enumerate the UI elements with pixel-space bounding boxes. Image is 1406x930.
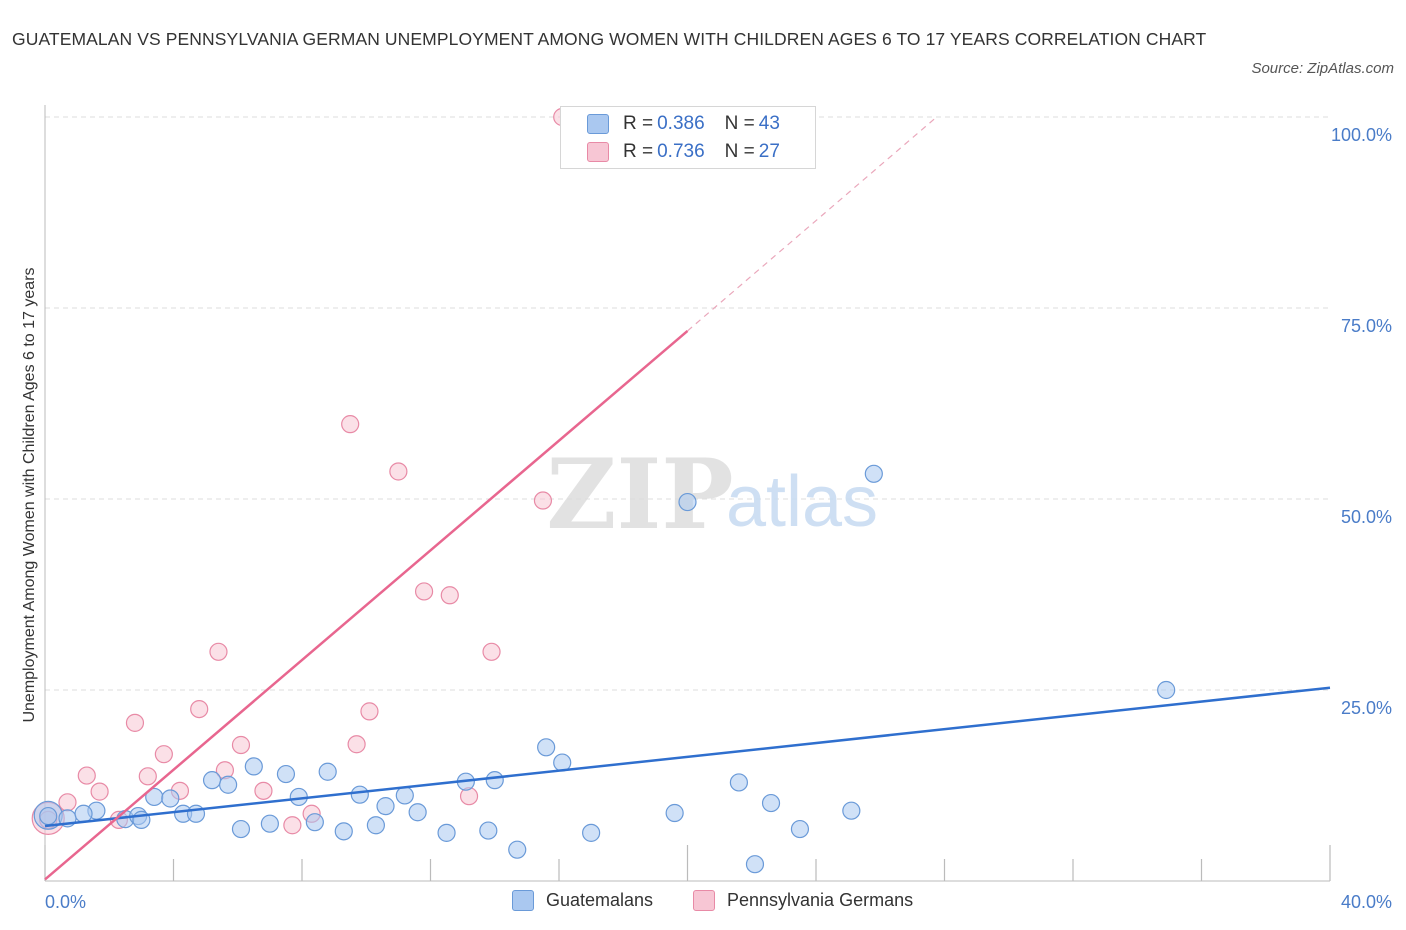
- legend-r-value: 0.386: [657, 113, 705, 134]
- series-legend: Guatemalans Pennsylvania Germans: [0, 890, 1406, 916]
- y-tick-label: 25.0%: [1341, 698, 1392, 718]
- y-tick-label: 100.0%: [1331, 125, 1392, 145]
- legend-item-guatemalans[interactable]: Guatemalans: [512, 890, 653, 911]
- data-point-pennsylvania-germans: [231, 735, 251, 755]
- stats-legend: R = 0.386 N = 43 R = 0.736 N = 27: [560, 106, 816, 169]
- y-tick-label: 50.0%: [1341, 507, 1392, 527]
- legend-n-value: 43: [758, 113, 780, 134]
- data-point-guatemalans: [74, 804, 93, 823]
- stats-legend-row-guatemalans: R = 0.386 N = 43: [587, 112, 780, 136]
- legend-swatch-blue: [587, 114, 609, 134]
- data-point-pennsylvania-germans: [77, 766, 96, 785]
- data-point-pennsylvania-germans: [190, 699, 209, 719]
- data-point-guatemalans: [508, 840, 527, 859]
- trend-line-pennsylvania-germans: [44, 329, 689, 881]
- data-point-guatemalans: [1157, 680, 1176, 700]
- chart-source: Source: ZipAtlas.com: [1251, 60, 1394, 77]
- data-point-guatemalans: [366, 816, 385, 835]
- watermark: ZIP atlas: [546, 438, 878, 551]
- chart-title: GUATEMALAN VS PENNSYLVANIA GERMAN UNEMPL…: [12, 29, 1207, 49]
- data-point-pennsylvania-germans: [58, 793, 77, 812]
- data-point-guatemalans: [231, 819, 251, 839]
- legend-swatch-blue: [512, 890, 534, 911]
- data-point-pennsylvania-germans: [209, 642, 228, 661]
- data-point-guatemalans: [202, 771, 222, 790]
- legend-n-label: N =: [724, 141, 755, 162]
- legend-swatch-pink: [587, 142, 609, 162]
- data-point-guatemalans: [537, 738, 556, 757]
- data-point-pennsylvania-germans: [482, 642, 501, 661]
- watermark-zip: ZIP: [546, 438, 733, 551]
- data-point-pennsylvania-germans: [389, 462, 408, 481]
- data-point-guatemalans: [260, 814, 279, 833]
- legend-r-label: R =: [623, 113, 654, 134]
- data-point-pennsylvania-germans: [254, 781, 273, 800]
- data-point-pennsylvania-germans: [414, 582, 434, 601]
- data-point-pennsylvania-germans: [283, 816, 302, 835]
- data-point-guatemalans: [729, 773, 749, 792]
- data-point-guatemalans: [395, 786, 414, 805]
- stats-legend-row-pennsylvania-germans: R = 0.736 N = 27: [587, 140, 780, 164]
- data-point-pennsylvania-germans: [125, 713, 145, 732]
- data-point-guatemalans: [479, 821, 498, 840]
- data-point-pennsylvania-germans: [360, 702, 379, 721]
- data-point-pennsylvania-germans: [90, 782, 109, 801]
- data-point-guatemalans: [219, 775, 238, 794]
- data-point-pennsylvania-germans: [347, 735, 366, 754]
- grid-layer: [45, 116, 1330, 691]
- legend-label: Pennsylvania Germans: [727, 890, 914, 910]
- data-point-guatemalans: [678, 492, 697, 512]
- x-tick-label: 40.0%: [1341, 892, 1392, 912]
- data-point-pennsylvania-germans: [138, 767, 157, 786]
- legend-swatch-pink: [693, 890, 715, 911]
- x-tick-label: 0.0%: [45, 892, 86, 912]
- legend-label: Guatemalans: [546, 890, 654, 910]
- data-point-guatemalans: [665, 803, 684, 823]
- data-point-guatemalans: [276, 764, 296, 784]
- data-point-guatemalans: [485, 771, 504, 790]
- legend-r-value: 0.736: [657, 141, 705, 162]
- legend-r-label: R =: [623, 141, 654, 162]
- legend-item-pennsylvania-germans[interactable]: Pennsylvania Germans: [693, 890, 913, 911]
- data-point-guatemalans: [318, 762, 337, 781]
- data-point-guatemalans: [305, 813, 324, 832]
- watermark-atlas: atlas: [726, 462, 878, 542]
- data-point-pennsylvania-germans: [440, 586, 459, 605]
- data-point-guatemalans: [582, 823, 601, 842]
- data-point-guatemalans: [39, 806, 58, 826]
- axis-layer: [44, 105, 1331, 882]
- data-point-guatemalans: [437, 823, 456, 842]
- data-point-guatemalans: [745, 855, 765, 874]
- data-point-guatemalans: [842, 801, 861, 820]
- data-point-pennsylvania-germans: [533, 491, 553, 510]
- trend-lines: [44, 118, 1331, 881]
- data-point-guatemalans: [408, 803, 427, 822]
- data-point-guatemalans: [244, 757, 263, 776]
- data-point-pennsylvania-germans: [341, 415, 360, 434]
- data-point-guatemalans: [790, 819, 810, 839]
- data-point-guatemalans: [864, 464, 883, 483]
- legend-n-label: N =: [724, 113, 755, 134]
- trend-line-guatemalans: [44, 686, 1331, 828]
- data-point-guatemalans: [350, 785, 369, 804]
- data-point-guatemalans: [376, 797, 395, 816]
- data-point-guatemalans: [161, 789, 180, 808]
- legend-n-value: 27: [758, 141, 780, 162]
- data-point-pennsylvania-germans: [154, 745, 173, 764]
- data-point-guatemalans: [334, 822, 353, 841]
- data-point-guatemalans: [186, 804, 206, 823]
- data-point-guatemalans: [761, 793, 781, 813]
- y-tick-label: 75.0%: [1341, 316, 1392, 336]
- tick-labels: 25.0% 50.0% 75.0% 100.0% 0.0% 40.0%: [45, 125, 1392, 912]
